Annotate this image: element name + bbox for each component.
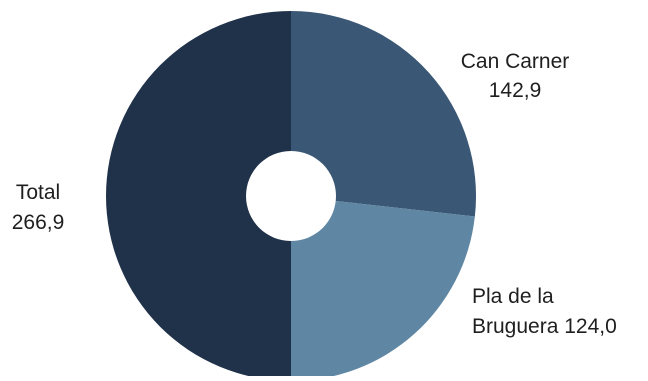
pie-slice-total — [106, 11, 291, 381]
data-label-total-name: Total — [16, 181, 60, 204]
data-label-can-carner-name: Can Carner — [461, 50, 570, 73]
data-label-pla-de-la-bruguera-name: Pla de la — [472, 285, 554, 308]
pie-slice-can-carner — [291, 11, 476, 217]
data-label-can-carner-value: 142,9 — [489, 79, 542, 102]
slices-layer — [106, 11, 476, 381]
donut-hole — [246, 151, 336, 241]
pie-slice-pla-de-la-bruguera — [291, 196, 475, 381]
data-label-total-value: 266,9 — [12, 211, 65, 234]
data-label-pla-de-la-bruguera-value: Bruguera 124,0 — [472, 315, 617, 338]
